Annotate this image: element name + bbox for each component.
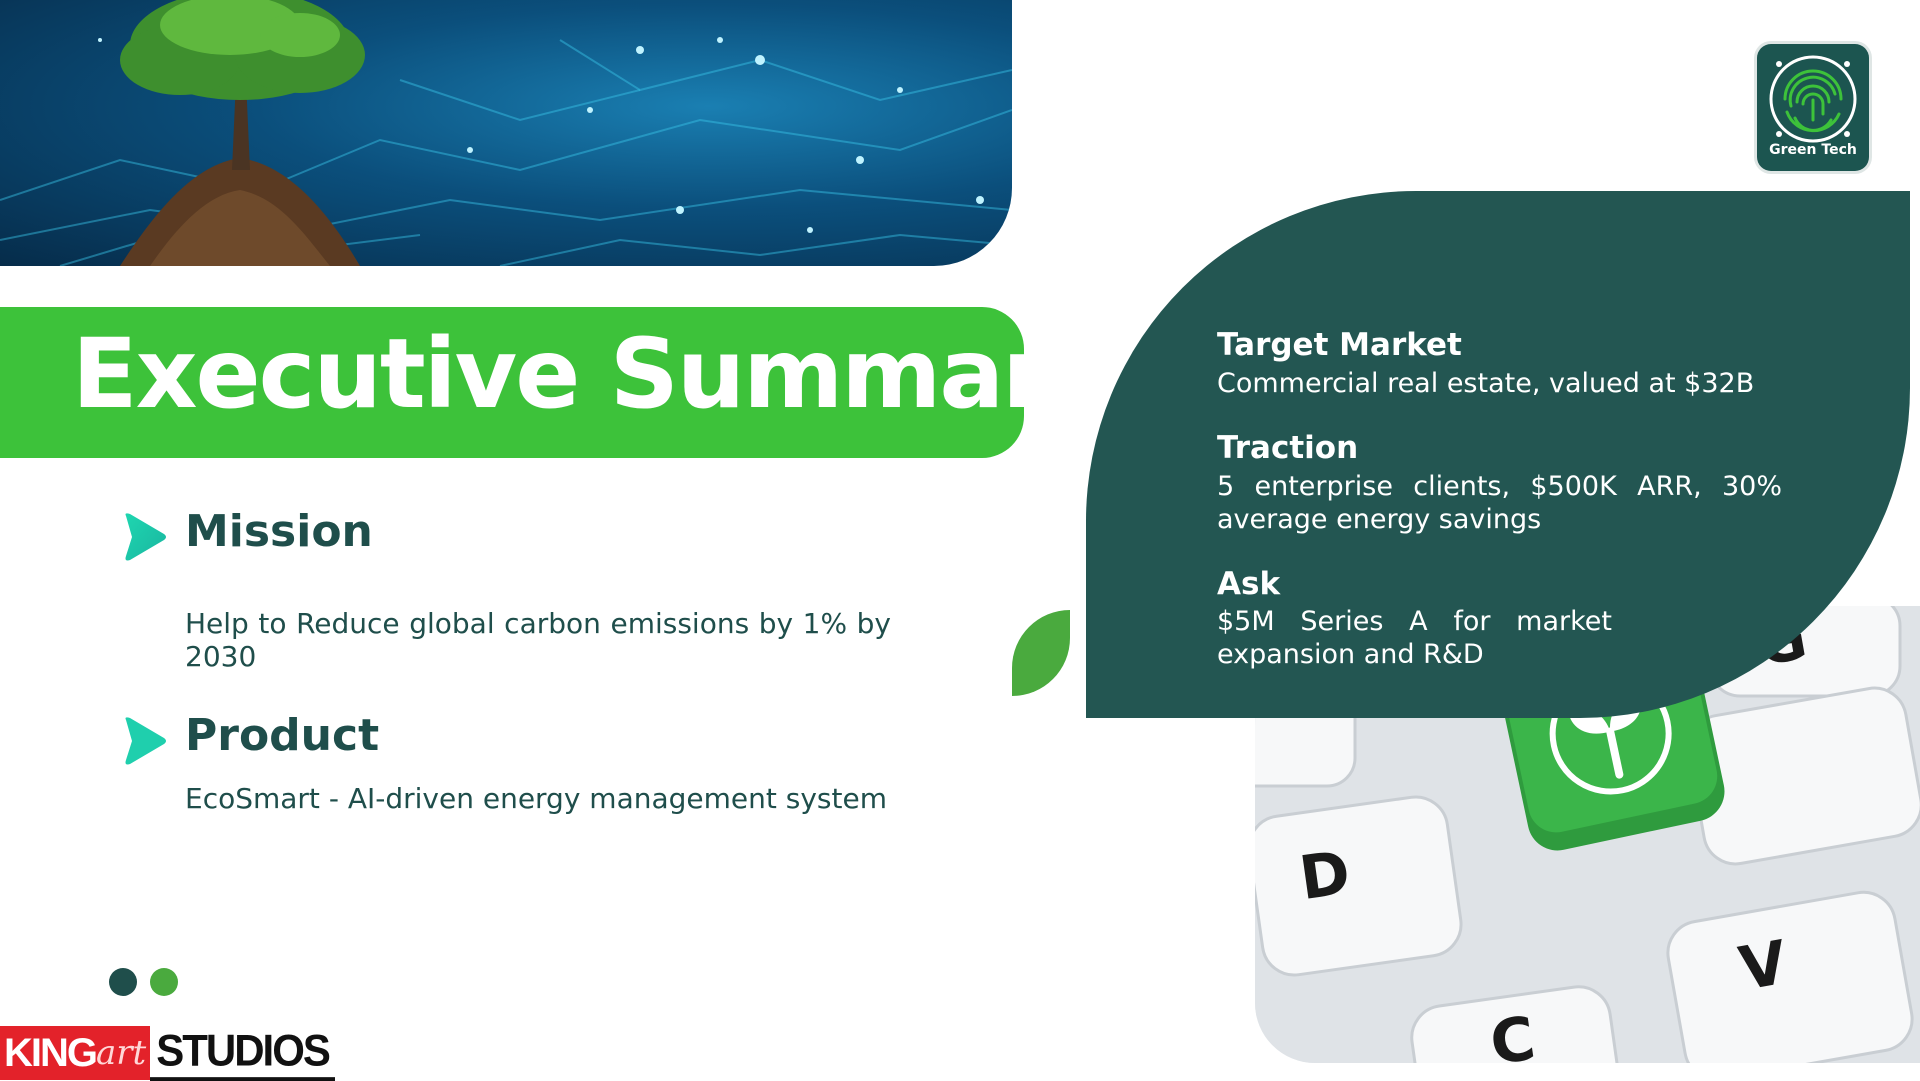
- page-title: Executive Summary: [72, 318, 1110, 430]
- highlights-panel: [1086, 191, 1910, 718]
- brand-logo: KING art STUDIOS: [0, 1024, 335, 1081]
- mission-heading: Mission: [185, 506, 373, 557]
- product-text: EcoSmart - AI-driven energy management s…: [185, 782, 887, 815]
- product-heading: Product: [185, 710, 380, 761]
- hero-image: [0, 0, 1012, 266]
- dot-green: [150, 968, 178, 996]
- ask-text: $5M Series A for market expansion and R&…: [1217, 606, 1612, 670]
- brand-king-text: KING: [4, 1030, 98, 1075]
- brand-art-text: art: [96, 1033, 147, 1073]
- fingerprint-icon: [1769, 55, 1857, 143]
- play-arrow-icon: [125, 717, 166, 765]
- green-tech-logo: Green Tech: [1757, 44, 1869, 171]
- traction-text: 5 enterprise clients, $500K ARR, 30% ave…: [1217, 471, 1782, 535]
- mission-text: Help to Reduce global carbon emissions b…: [185, 607, 891, 673]
- ask-heading: Ask: [1217, 566, 1281, 602]
- key-c: C: [1486, 1004, 1539, 1063]
- traction-heading: Traction: [1217, 430, 1359, 466]
- key-d: D: [1295, 838, 1354, 914]
- brand-king: KING art: [0, 1026, 151, 1080]
- leaf-shape: [1012, 610, 1070, 696]
- target-market-text: Commercial real estate, valued at $32B: [1217, 368, 1755, 399]
- play-arrow-icon: [125, 513, 166, 561]
- target-market-heading: Target Market: [1217, 327, 1462, 363]
- dot-dark: [109, 968, 137, 996]
- title-banner: [0, 307, 1024, 458]
- logo-text: Green Tech: [1769, 142, 1857, 158]
- brand-studios: STUDIOS: [150, 1024, 335, 1081]
